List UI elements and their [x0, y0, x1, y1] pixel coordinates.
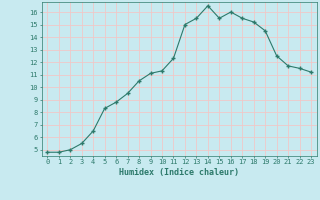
X-axis label: Humidex (Indice chaleur): Humidex (Indice chaleur) [119, 168, 239, 177]
